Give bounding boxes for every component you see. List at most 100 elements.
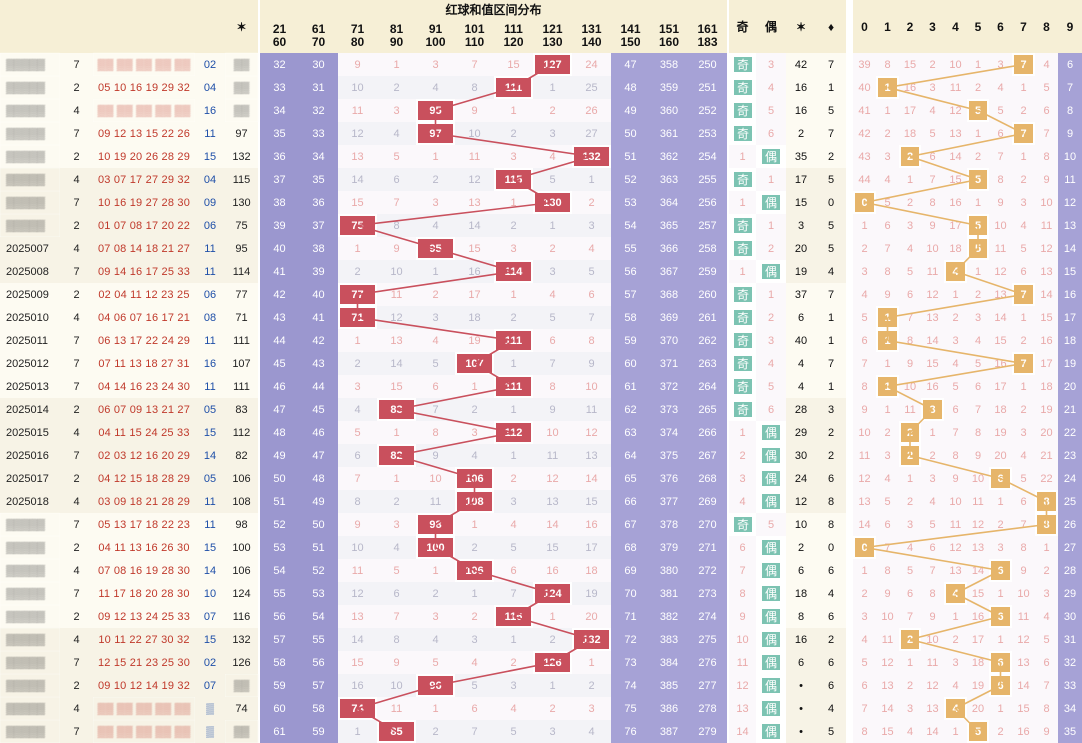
range-miss-11: 271 [688, 536, 727, 559]
range-miss-11: 279 [688, 720, 727, 743]
issue-number: ▒▒▒▒▒ [0, 628, 60, 651]
digit-miss-1: 5 [876, 191, 899, 214]
range-miss-0: 51 [260, 490, 299, 513]
sum-hit-marker: 132 [573, 146, 610, 167]
blue-ball: 07 [195, 605, 225, 628]
range-miss-7: 2 [533, 628, 572, 651]
digit-miss-6: 6 [989, 122, 1012, 145]
tail-value: 7 [816, 283, 846, 306]
range-miss-2: 7 [338, 467, 377, 490]
digit-miss-1: 10 [876, 605, 899, 628]
red-balls: 03 07 17 27 29 32 [93, 168, 195, 191]
range-miss-1: 54 [299, 605, 338, 628]
count-value: 2 [786, 536, 816, 559]
range-miss-11: 263 [688, 352, 727, 375]
sum-value: 114 [225, 260, 258, 283]
digit-miss-4: 2 [944, 628, 967, 651]
digit-hit-marker: 0 [854, 192, 875, 213]
range-miss-4: 4 [416, 628, 455, 651]
digit-miss-0: 41 [853, 99, 876, 122]
sum-hit-marker: 111 [495, 376, 532, 397]
range-miss-0: 33 [260, 76, 299, 99]
red-balls: 07 08 14 18 21 27 [93, 237, 195, 260]
range-miss-1: 43 [299, 352, 338, 375]
range-miss-5: 15 [455, 237, 494, 260]
range-header-61-70: 61 70 [299, 18, 338, 53]
range-miss-5: 16 [455, 260, 494, 283]
digit-hit-marker: 4 [945, 261, 966, 282]
range-miss-2: 14 [338, 628, 377, 651]
digit-miss-5: 19 [967, 674, 989, 697]
count-value: 12 [786, 490, 816, 513]
digit-hit-marker: 5 [968, 169, 988, 190]
range-miss-0: 55 [260, 582, 299, 605]
digit-miss-7: 16 [1012, 720, 1035, 743]
blue-ball: 15 [195, 628, 225, 651]
range-title: 红球和值区间分布 [260, 0, 727, 18]
sum-hit-marker: 132 [573, 629, 610, 650]
blue-ball: 16 [195, 99, 225, 122]
digit-miss-4: 12 [944, 536, 967, 559]
range-miss-9: 65 [611, 467, 650, 490]
range-miss-10: 359 [650, 76, 688, 99]
odd-miss: 9 [729, 605, 756, 628]
digit-hit-marker: 6 [990, 468, 1011, 489]
range-miss-0: 34 [260, 99, 299, 122]
range-miss-1: 55 [299, 628, 338, 651]
digit-miss-0: 7 [853, 352, 876, 375]
range-miss-9: 61 [611, 375, 650, 398]
range-miss-10: 370 [650, 329, 688, 352]
digit-miss-9: 28 [1058, 559, 1082, 582]
digit-miss-4: 12 [944, 99, 967, 122]
blue-ball: 14 [195, 444, 225, 467]
range-miss-11: 261 [688, 306, 727, 329]
sum-value: 108 [225, 490, 258, 513]
even-marker: 偶 [762, 425, 780, 440]
digit-miss-6: 1 [989, 582, 1012, 605]
digit-miss-7: 1 [1012, 306, 1035, 329]
range-miss-1: 47 [299, 444, 338, 467]
range-miss-1: 48 [299, 467, 338, 490]
count-value: 6 [786, 306, 816, 329]
digit-miss-4: 1 [944, 283, 967, 306]
digit-miss-4: 8 [944, 444, 967, 467]
range-miss-3: 7 [377, 191, 416, 214]
red-balls: 04 06 07 16 17 21 [93, 306, 195, 329]
digit-hit-marker: 5 [968, 721, 988, 742]
range-miss-3: 11 [377, 697, 416, 720]
blue-ball: 11 [195, 490, 225, 513]
red-balls: 04 14 16 23 24 30 [93, 375, 195, 398]
digit-miss-2: 4 [899, 237, 921, 260]
range-miss-8: 26 [572, 99, 611, 122]
blue-ball: ▒ [195, 697, 225, 720]
issue-number: ▒▒▒▒▒ [0, 651, 60, 674]
digit-miss-8: 6 [1035, 651, 1058, 674]
count-value: 15 [786, 191, 816, 214]
digit-miss-8: 9 [1035, 168, 1058, 191]
digit-miss-1: 15 [876, 720, 899, 743]
digit-miss-7: 11 [1012, 605, 1035, 628]
digit-hit-marker: 1 [877, 77, 898, 98]
digit-miss-9: 10 [1058, 145, 1082, 168]
span-value: 7 [60, 375, 93, 398]
digit-miss-1: 14 [876, 697, 899, 720]
range-miss-2: 6 [338, 444, 377, 467]
digit-miss-9: 24 [1058, 467, 1082, 490]
span-value: 2 [60, 76, 93, 99]
digit-miss-6: 11 [989, 237, 1012, 260]
sum-hit-marker: 112 [495, 422, 532, 443]
range-miss-5: 1 [455, 582, 494, 605]
digit-miss-3: 3 [921, 467, 944, 490]
range-miss-2: 16 [338, 674, 377, 697]
range-miss-0: 56 [260, 605, 299, 628]
span-value: 2 [60, 214, 93, 237]
digit-miss-4: 13 [944, 559, 967, 582]
range-miss-8: 15 [572, 490, 611, 513]
even-miss: 1 [756, 214, 786, 237]
blue-ball: 11 [195, 122, 225, 145]
digit-hit-marker: 7 [1013, 123, 1034, 144]
issue-number: 2025010 [0, 306, 60, 329]
range-miss-1: 34 [299, 145, 338, 168]
digit-miss-5: 4 [967, 329, 989, 352]
range-miss-5: 17 [455, 283, 494, 306]
